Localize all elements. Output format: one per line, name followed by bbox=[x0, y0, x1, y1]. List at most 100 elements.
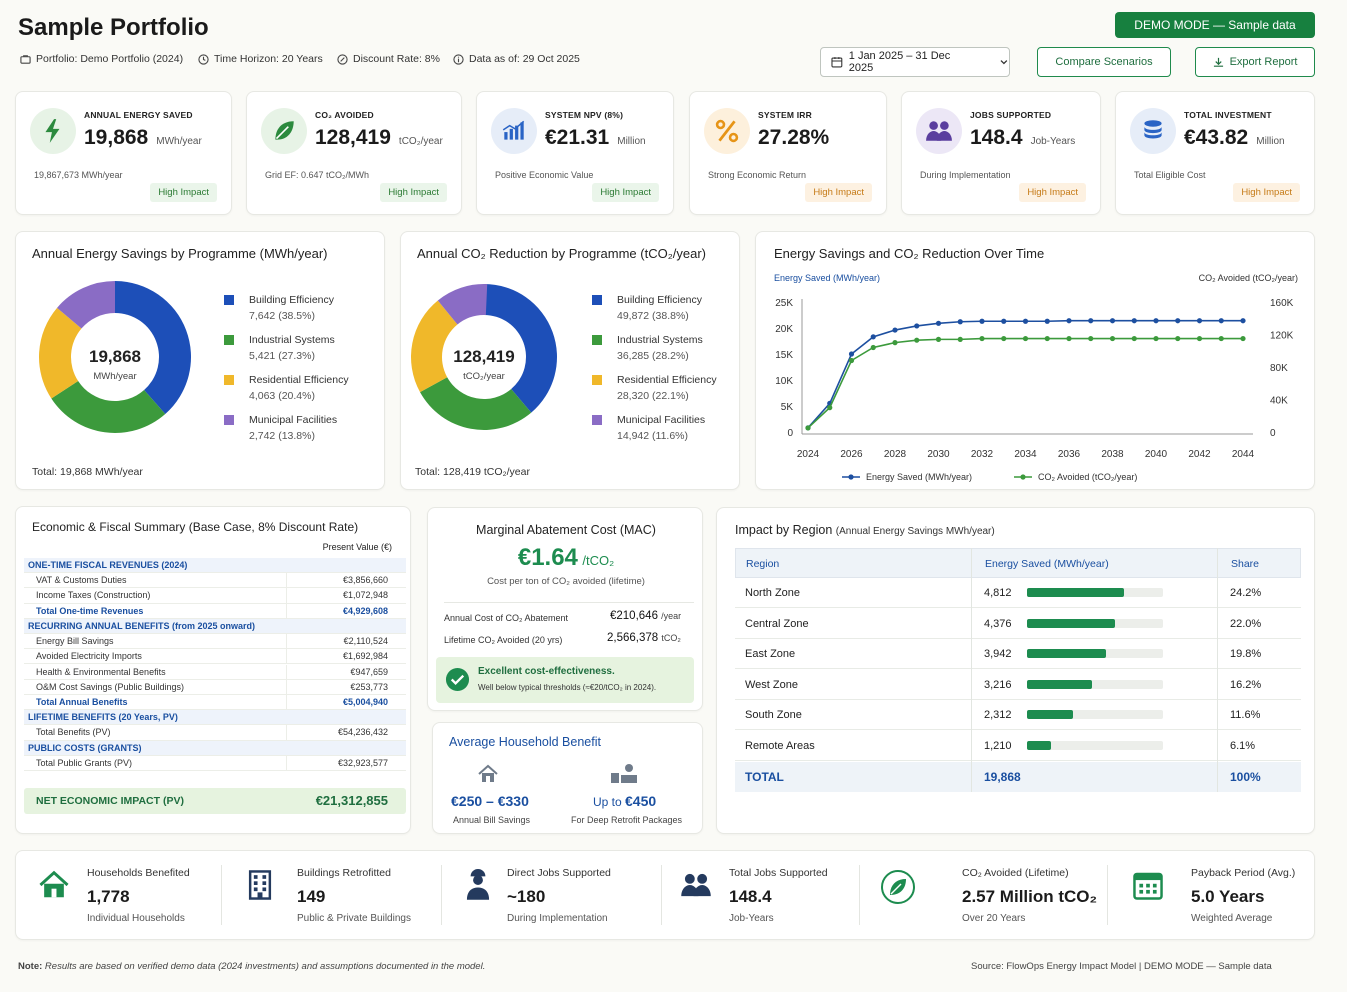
kpi-sub: 19,867,673 MWh/year bbox=[34, 170, 123, 180]
mac-r2-value: 2,566,378 bbox=[607, 632, 659, 644]
region-share: 11.6% bbox=[1230, 709, 1261, 722]
kpi-label: SYSTEM NPV (8%) bbox=[545, 110, 624, 120]
x-tick-label: 2032 bbox=[971, 449, 994, 460]
portfolio-meta: Portfolio: Demo Portfolio (2024) bbox=[20, 53, 183, 65]
summary-label: Total Jobs Supported bbox=[729, 867, 828, 879]
kpi-value: €43.82 bbox=[1184, 126, 1249, 149]
legend-item: Building Efficiency 49,872 (38.8%) bbox=[592, 292, 702, 324]
summary-icon-wrap bbox=[680, 869, 712, 906]
summary-divider bbox=[859, 865, 860, 925]
series-point bbox=[1109, 335, 1116, 342]
kpi-icon-wrap bbox=[1130, 108, 1176, 154]
series-point bbox=[1088, 318, 1094, 324]
lightning-icon bbox=[45, 119, 60, 143]
left-tick-label: 25K bbox=[775, 298, 793, 309]
region-share: 19.8% bbox=[1230, 648, 1262, 661]
mac-r2-label: Lifetime CO₂ Avoided (20 yrs) bbox=[444, 635, 563, 645]
legend-value: 4,063 (20.4%) bbox=[249, 390, 315, 402]
region-row: South Zone 2,312 11.6% bbox=[735, 700, 1301, 731]
fiscal-total-row: Total Annual Benefits €5,004,940 bbox=[24, 695, 406, 711]
region-share: 22.0% bbox=[1230, 617, 1262, 630]
kpi-icon-wrap bbox=[916, 108, 962, 154]
summary-sub: Public & Private Buildings bbox=[297, 913, 411, 924]
calendar-icon bbox=[831, 57, 843, 68]
series-point bbox=[892, 340, 898, 346]
fiscal-row-label: Avoided Electricity Imports bbox=[36, 651, 142, 662]
fiscal-row-label: ONE-TIME FISCAL REVENUES (2024) bbox=[28, 560, 188, 570]
series-point bbox=[1196, 318, 1203, 324]
fiscal-row-label: Health & Environmental Benefits bbox=[36, 666, 166, 677]
legend-value: 49,872 (38.8%) bbox=[617, 310, 689, 322]
donut-slice bbox=[411, 300, 458, 393]
people-icon bbox=[926, 121, 952, 141]
series-point bbox=[1044, 318, 1050, 324]
fiscal-row: Income Taxes (Construction) €1,072,948 bbox=[24, 588, 406, 604]
kpi-label: JOBS SUPPORTED bbox=[970, 110, 1052, 120]
date-range-select[interactable]: 1 Jan 2025 – 31 Dec 2025 bbox=[820, 47, 1010, 77]
page-title: Sample Portfolio bbox=[18, 14, 209, 41]
series-point bbox=[1066, 335, 1072, 342]
series-point bbox=[957, 319, 963, 325]
kpi-value-line: €21.31 Million bbox=[545, 126, 646, 150]
region-value: 3,942 bbox=[984, 648, 1012, 661]
kpi-impact-badge: High Impact bbox=[1233, 183, 1300, 202]
x-tick-label: 2038 bbox=[1101, 449, 1124, 460]
fiscal-row-value: €54,236,432 bbox=[337, 727, 388, 738]
fiscal-col-divider bbox=[286, 725, 287, 740]
right-tick-label: 0 bbox=[1270, 428, 1276, 439]
mac-sub: Cost per ton of CO₂ avoided (lifetime) bbox=[487, 576, 645, 587]
energy-donut-card: Annual Energy Savings by Programme (MWh/… bbox=[15, 231, 385, 490]
region-name: Remote Areas bbox=[745, 740, 815, 752]
region-header-share: Share bbox=[1231, 558, 1260, 570]
summary-divider bbox=[1107, 865, 1108, 925]
series-point bbox=[1088, 335, 1094, 342]
legend-name: Municipal Facilities bbox=[249, 414, 338, 426]
legend-name: Industrial Systems bbox=[249, 334, 335, 346]
legend-swatch bbox=[224, 295, 234, 305]
fiscal-row: Health & Environmental Benefits €947,659 bbox=[24, 664, 406, 680]
donut2-center-value: 128,419 bbox=[453, 347, 515, 366]
region-title-sub: (Annual Energy Savings MWh/year) bbox=[835, 526, 995, 537]
legend-marker bbox=[848, 474, 854, 480]
summary-icon-wrap bbox=[462, 869, 494, 906]
right-tick-label: 120K bbox=[1270, 331, 1294, 342]
fiscal-total-row: Total One-time Revenues €4,929,608 bbox=[24, 603, 406, 619]
household-v1: €250 – €330 bbox=[451, 793, 529, 809]
summary-value: ~180 bbox=[507, 887, 546, 906]
mac-title: Marginal Abatement Cost (MAC) bbox=[476, 523, 656, 537]
fiscal-title: Economic & Fiscal Summary (Base Case, 8%… bbox=[32, 520, 359, 534]
summary-value: 148.4 bbox=[729, 887, 772, 906]
fiscal-col-header: Present Value (€) bbox=[322, 542, 392, 552]
fiscal-row-label: Energy Bill Savings bbox=[36, 635, 114, 646]
region-value: 4,376 bbox=[984, 617, 1012, 630]
series-point bbox=[1109, 318, 1116, 324]
mac-r1-unit: /year bbox=[661, 611, 682, 621]
compare-scenarios-button[interactable]: Compare Scenarios bbox=[1037, 47, 1171, 77]
region-total-share: 100% bbox=[1230, 770, 1261, 784]
kpi-icon-wrap bbox=[261, 108, 307, 154]
kpi-value-line: 128,419 tCO₂/year bbox=[315, 126, 443, 150]
legend-swatch bbox=[592, 335, 602, 345]
export-report-button[interactable]: Export Report bbox=[1195, 47, 1315, 77]
fiscal-col-divider bbox=[286, 603, 287, 618]
series-point bbox=[1001, 335, 1007, 342]
fiscal-row-value: €5,004,940 bbox=[342, 697, 388, 708]
kpi-card: CO₂ AVOIDED 128,419 tCO₂/year Grid EF: 0.… bbox=[246, 91, 462, 215]
series-point bbox=[1218, 318, 1224, 324]
region-total-val: 19,868 bbox=[984, 770, 1021, 784]
kpi-value: €21.31 bbox=[545, 126, 610, 149]
summary-divider bbox=[441, 865, 442, 925]
donut-slice bbox=[115, 281, 191, 415]
region-row: North Zone 4,812 24.2% bbox=[735, 578, 1301, 608]
percent-icon bbox=[715, 119, 739, 143]
summary-label: Buildings Retrofitted bbox=[297, 867, 391, 879]
export-label: Export Report bbox=[1229, 56, 1298, 68]
info-icon bbox=[453, 53, 464, 65]
legend-name: Residential Efficiency bbox=[249, 374, 349, 386]
left-axis-label: Energy Saved (MWh/year) bbox=[774, 273, 880, 283]
region-value: 2,312 bbox=[984, 709, 1012, 722]
donut1-center-value: 19,868 bbox=[89, 347, 141, 366]
fiscal-row-value: €4,929,608 bbox=[342, 605, 388, 616]
fiscal-row-label: VAT & Customs Duties bbox=[36, 575, 127, 585]
summary-value: 2.57 Million tCO₂ bbox=[962, 887, 1098, 906]
